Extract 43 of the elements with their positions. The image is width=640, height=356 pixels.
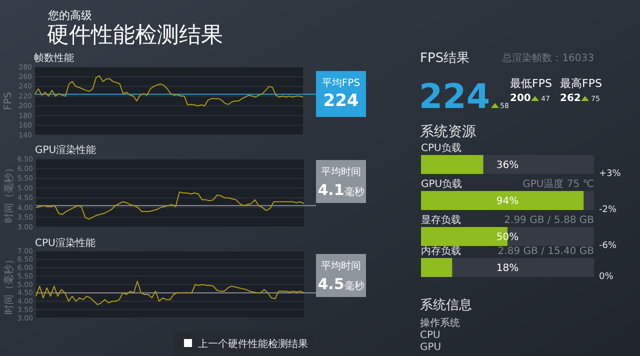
line-series [34, 75, 304, 106]
category-label: CPU负载 [421, 143, 462, 154]
text: 262 [560, 93, 581, 104]
ref-line-label: 平均FPS 224 [322, 77, 360, 111]
ref-line-label: 平均时间 4.1毫秒 [318, 166, 364, 199]
text: 总渲染帧数：16033 [501, 52, 594, 64]
chart-title: 帧数性能 [34, 52, 74, 64]
annotation: 2.89 GB / 15.40 GB [498, 246, 594, 257]
data-label: 94% [496, 196, 519, 207]
text: 224 [419, 77, 490, 117]
line-series [36, 192, 304, 220]
text: 硬件性能检测结果 [47, 23, 223, 48]
text: 200 [510, 93, 531, 104]
category-label: GPU负载 [421, 179, 462, 190]
ref-line-label: 平均时间 4.5毫秒 [318, 260, 364, 293]
text: 0% [599, 272, 614, 282]
annotation: 2.99 GB / 5.88 GB [504, 215, 594, 226]
chart-title: GPU渲染性能 [35, 144, 96, 156]
text: FPS结果 [420, 51, 470, 66]
text: 最低FPS [510, 77, 552, 90]
y-axis-title: 时间（毫秒） [3, 163, 15, 223]
data-label: 18% [496, 263, 519, 274]
category-label: 显存负载 [421, 215, 461, 226]
text: CPU [420, 330, 440, 341]
text: +3% [599, 169, 622, 179]
text: 系统信息 [420, 298, 472, 313]
text: GPU [420, 342, 442, 353]
annotation: GPU温度 75 ℃ [522, 178, 594, 190]
line-series [36, 280, 304, 306]
text: -6% [599, 241, 617, 251]
chart-title: 系统资源 [420, 124, 476, 140]
y-axis-title: FPS [3, 92, 14, 110]
text: -2% [599, 205, 617, 215]
text: 最高FPS [560, 77, 602, 90]
text: 您的高级 [47, 9, 92, 22]
text: 操作系统 [420, 317, 460, 329]
bar [421, 258, 452, 277]
chart-title: CPU渲染性能 [35, 237, 96, 249]
data-label: 36% [496, 160, 519, 171]
text: 上一个硬件性能检测结果 [198, 338, 308, 350]
category-label: 内存负载 [421, 246, 461, 257]
data-label: 50% [496, 232, 519, 243]
y-axis-title: 时间（毫秒） [3, 254, 15, 314]
